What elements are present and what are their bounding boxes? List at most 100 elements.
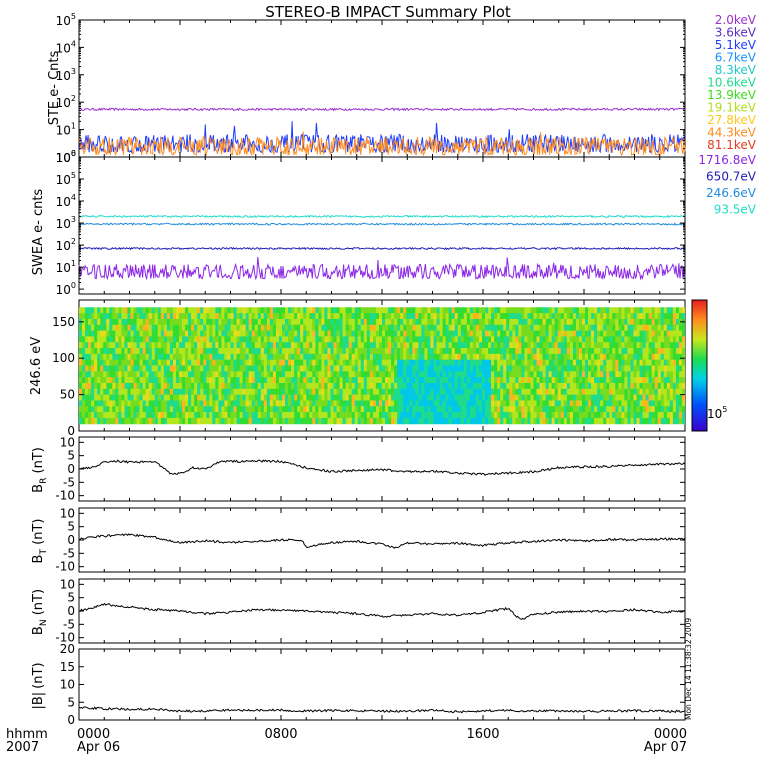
heatmap-cell (121, 342, 125, 349)
heatmap-cell (424, 371, 428, 378)
heatmap-cell (606, 330, 610, 337)
heatmap-cell (157, 406, 162, 413)
heatmap-cell (309, 348, 313, 355)
heatmap-cell (418, 412, 422, 419)
heatmap-cell (351, 348, 356, 355)
heatmap-cell (457, 400, 462, 407)
heatmap-cell (288, 324, 292, 332)
heatmap-cell (421, 336, 425, 343)
heatmap-cell (239, 371, 244, 378)
heatmap-cell (627, 313, 631, 320)
heatmap-cell (457, 412, 462, 419)
heatmap-cell (148, 394, 153, 401)
heatmap-cell (372, 313, 377, 320)
heatmap-cell (242, 400, 247, 407)
heatmap-cell (630, 400, 634, 407)
heatmap-cell (230, 400, 235, 407)
heatmap-cell (148, 406, 153, 413)
heatmap-cell (263, 318, 268, 326)
heatmap-cell (209, 377, 213, 384)
heatmap-cell (466, 359, 471, 366)
heatmap-cell (97, 348, 101, 355)
heatmap-cell (618, 365, 622, 372)
heatmap-cell (633, 348, 638, 355)
heatmap-cell (133, 388, 138, 396)
heatmap-cell (154, 400, 159, 407)
ste-legend-entry: 44.3keV (707, 126, 757, 140)
heatmap-cell (306, 412, 310, 419)
heatmap-cell (91, 330, 95, 337)
heatmap-cell (278, 336, 283, 343)
swea-legend-entry: 650.7eV (706, 170, 757, 184)
heatmap-cell (94, 394, 98, 401)
heatmap-cell (142, 318, 147, 326)
heatmap-cell (403, 400, 407, 407)
heatmap-cell (430, 382, 435, 390)
heatmap-cell (327, 388, 331, 396)
heatmap-cell (88, 406, 92, 413)
heatmap-cell (324, 365, 328, 372)
heatmap-cell (282, 330, 286, 337)
heatmap-cell (160, 382, 165, 390)
heatmap-cell (263, 400, 268, 407)
heatmap-cell (306, 330, 310, 337)
heatmap-cell (118, 324, 122, 332)
heatmap-cell (578, 371, 583, 378)
heatmap-cell (591, 382, 595, 390)
heatmap-cell (288, 353, 292, 361)
heatmap-cell (533, 371, 538, 378)
heatmap-cell (151, 388, 156, 396)
heatmap-cell (375, 371, 380, 378)
heatmap-cell (515, 406, 519, 413)
heatmap-cell (227, 371, 231, 378)
heatmap-cell (678, 313, 683, 320)
heatmap-cell (148, 359, 153, 366)
heatmap-cell (188, 353, 192, 361)
heatmap-cell (121, 348, 125, 355)
heatmap-cell (675, 336, 680, 343)
heatmap-cell (624, 412, 628, 419)
heatmap-cell (160, 388, 165, 396)
y-tick-label: -5 (63, 617, 75, 631)
heatmap-cell (257, 324, 262, 332)
heatmap-cell (645, 400, 650, 407)
heatmap-cell (142, 313, 147, 320)
heatmap-cell (215, 342, 219, 349)
heatmap-cell (585, 324, 589, 332)
heatmap-cell (460, 307, 465, 314)
heatmap-cell (203, 342, 207, 349)
heatmap-cell (282, 388, 286, 396)
heatmap-cell (203, 406, 207, 413)
heatmap-cell (133, 324, 138, 332)
heatmap-cell (191, 406, 195, 413)
heatmap-cell (557, 353, 562, 361)
heatmap-cell (336, 342, 341, 349)
heatmap-cell (500, 365, 504, 372)
heatmap-cell (594, 353, 598, 361)
heatmap-cell (382, 313, 386, 320)
heatmap-cell (106, 371, 110, 378)
heatmap-cell (536, 342, 541, 349)
heatmap-cell (112, 382, 116, 390)
heatmap-cell (354, 330, 359, 337)
heatmap-cell (79, 336, 83, 343)
heatmap-cell (612, 371, 616, 378)
heatmap-cell (515, 394, 519, 401)
heatmap-cell (385, 336, 389, 343)
heatmap-cell (200, 417, 204, 425)
heatmap-cell (282, 371, 286, 378)
heatmap-cell (494, 412, 498, 419)
heatmap-cell (372, 353, 377, 361)
heatmap-cell (681, 348, 685, 355)
y-tick-label: 0 (67, 604, 75, 618)
heatmap-cell (612, 353, 616, 361)
heatmap-cell (457, 313, 462, 320)
heatmap-cell (200, 359, 204, 366)
heatmap-cell (648, 324, 653, 332)
heatmap-cell (200, 342, 204, 349)
heatmap-cell (369, 330, 374, 337)
heatmap-cell (612, 406, 616, 413)
y-tick-label: 5 (67, 695, 75, 709)
heatmap-cell (609, 417, 613, 425)
heatmap-cell (594, 365, 598, 372)
